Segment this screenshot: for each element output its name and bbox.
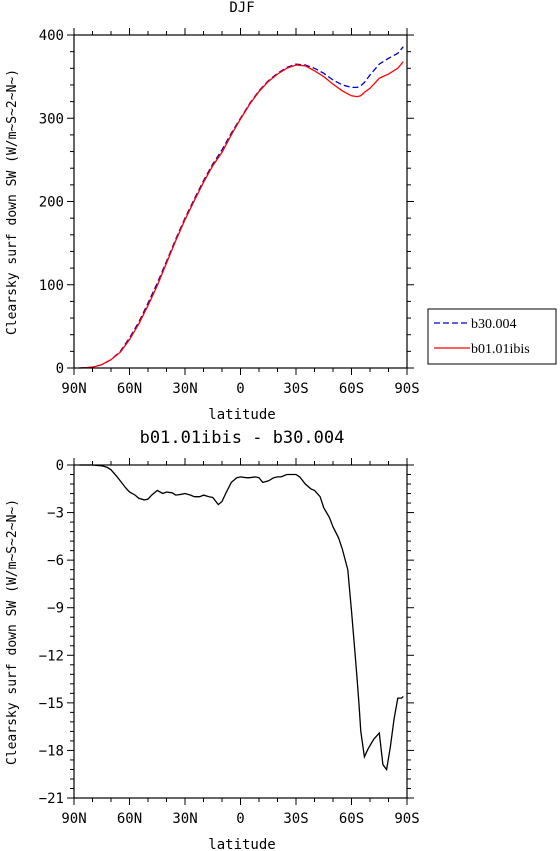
bottom-series-line-0: [79, 464, 404, 772]
bottom-y-tick-label: −9: [47, 601, 64, 617]
bottom-y-tick-label: −18: [39, 743, 64, 759]
bottom-chart-series: [79, 464, 404, 772]
bottom-x-tick-label: 30N: [172, 811, 197, 827]
top-x-tick-label: 30N: [172, 381, 197, 397]
bottom-x-tick-label: 0: [236, 811, 244, 827]
top-chart-series: [79, 46, 404, 369]
bottom-chart: b01.01ibis - b30.004 90N 60N 30N 0 30S 60S 90S…: [5, 428, 420, 851]
top-y-tick-label: 400: [39, 28, 64, 44]
top-x-tick-label: 0: [236, 381, 244, 397]
legend-label-b01-01ibis: b01.01ibis: [471, 342, 530, 357]
legend-label-b30-004: b30.004: [471, 317, 517, 332]
top-x-axis-label: latitude: [208, 407, 275, 423]
bottom-x-axis-label: latitude: [208, 837, 275, 851]
top-x-tick-label: 90S: [394, 381, 419, 397]
top-chart-title: DJF: [229, 0, 254, 16]
top-y-axis-label: Clearsky surf down SW (W/m~S~2~N~): [5, 69, 20, 335]
bottom-y-tick-label: −6: [47, 553, 64, 569]
top-series-line-b01-01ibis: [79, 61, 404, 369]
bottom-chart-title: b01.01ibis - b30.004: [140, 428, 345, 448]
bottom-chart-ticks: 90N 60N 30N 0 30S 60S 90S 0 −3 −6 −9 −12 −15 −18 −21: [39, 458, 420, 827]
bottom-x-tick-label: 30S: [283, 811, 308, 827]
bottom-plot-frame: [73, 464, 408, 799]
bottom-x-tick-label: 60N: [117, 811, 142, 827]
top-plot-frame: [73, 34, 408, 369]
top-y-tick-label: 100: [39, 278, 64, 294]
bottom-x-tick-label: 90N: [61, 811, 86, 827]
top-x-tick-label: 60N: [117, 381, 142, 397]
bottom-x-tick-label: 90S: [394, 811, 419, 827]
top-x-tick-label: 60S: [339, 381, 364, 397]
top-y-tick-label: 300: [39, 111, 64, 127]
top-y-tick-label: 200: [39, 195, 64, 211]
bottom-x-tick-label: 60S: [339, 811, 364, 827]
bottom-y-axis-label: Clearsky surf down SW (W/m~S~2~N~): [5, 499, 20, 765]
bottom-y-tick-label: 0: [56, 458, 64, 474]
top-chart: DJF 90N 60N 30N 0 30S 60S 90S 0 100 200 300 400 lat…: [5, 0, 557, 423]
top-y-tick-label: 0: [56, 361, 64, 377]
legend-box: [427, 308, 557, 365]
top-x-tick-label: 30S: [283, 381, 308, 397]
legend: b30.004 b01.01ibis: [427, 308, 557, 365]
bottom-y-tick-label: −15: [39, 696, 64, 712]
top-x-tick-label: 90N: [61, 381, 86, 397]
bottom-y-tick-label: −12: [39, 648, 64, 664]
bottom-y-tick-label: −21: [39, 791, 64, 807]
bottom-y-tick-label: −3: [47, 506, 64, 522]
top-chart-ticks: 90N 60N 30N 0 30S 60S 90S 0 100 200 300 400: [39, 28, 420, 397]
top-series-line-b30-004: [79, 46, 404, 369]
